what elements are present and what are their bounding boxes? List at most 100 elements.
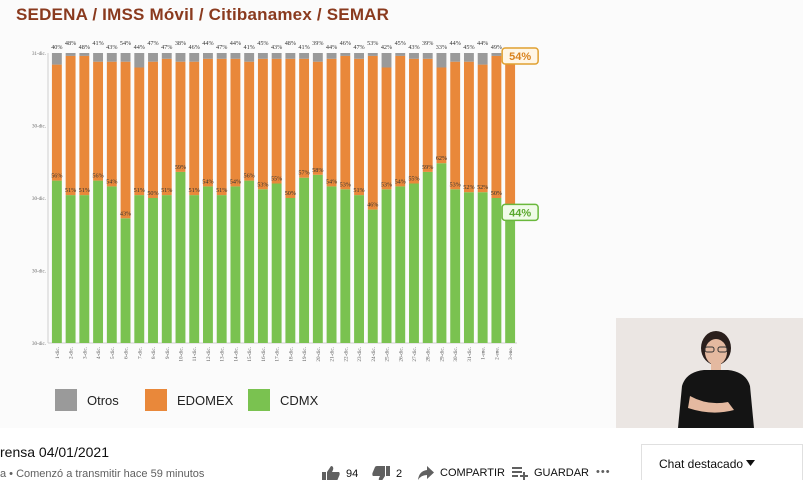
sign-language-interpreter-video — [616, 318, 803, 428]
x-tick-label: 2-dic. — [69, 347, 75, 359]
bar-cdmx — [326, 186, 337, 343]
more-icon: ••• — [596, 466, 611, 478]
x-tick-label: 1-dic. — [55, 347, 61, 359]
data-label-edomex: 41% — [243, 44, 254, 51]
save-button[interactable]: GUARDAR — [512, 466, 589, 480]
data-label-cdmx: 54% — [395, 178, 406, 185]
bar-cdmx — [381, 189, 392, 343]
bar-otros — [271, 53, 282, 59]
bar-otros — [436, 53, 447, 68]
bar-edomex — [134, 67, 145, 196]
x-tick-label: 22-dic. — [343, 347, 349, 362]
legend-label-cdmx: CDMX — [280, 392, 319, 408]
bar-edomex — [477, 64, 488, 193]
dislike-button[interactable]: 2 — [372, 466, 402, 480]
data-label-edomex: 43% — [271, 44, 282, 51]
data-label-cdmx: 50% — [285, 190, 296, 197]
bar-edomex — [409, 58, 419, 184]
bar-otros — [203, 53, 213, 59]
data-label-cdmx: 53% — [381, 181, 392, 188]
chat-mode-label: Chat destacado — [659, 457, 744, 471]
bar-otros — [189, 53, 200, 62]
data-label-edomex: 47% — [161, 44, 172, 51]
x-tick-label: 25-dic. — [385, 347, 391, 362]
bar-edomex — [422, 58, 433, 172]
like-button[interactable]: 94 — [322, 466, 358, 480]
bar-edomex — [51, 64, 62, 181]
data-label-edomex: 46% — [340, 40, 351, 47]
bar-edomex — [491, 55, 502, 199]
share-icon — [418, 466, 434, 480]
data-label-edomex: 48% — [79, 44, 90, 51]
x-tick-label: 20-dic. — [316, 347, 322, 362]
data-label-edomex: 39% — [312, 40, 323, 47]
data-label-cdmx: 55% — [271, 176, 282, 183]
bar-cdmx — [299, 177, 310, 343]
x-tick-label: 14-dic. — [233, 347, 239, 362]
data-label-cdmx: 54% — [106, 178, 117, 185]
bar-edomex — [271, 58, 282, 184]
x-tick-label: 17-dic. — [275, 347, 281, 362]
data-label-cdmx: 56% — [51, 173, 62, 180]
highlight-box-edomex — [501, 47, 539, 65]
x-tick-label: 18-dic. — [288, 347, 294, 362]
bar-edomex — [93, 61, 104, 181]
share-button[interactable]: COMPARTIR — [418, 466, 505, 480]
bar-cdmx — [106, 186, 117, 343]
bar-edomex — [230, 58, 241, 187]
bar-edomex — [450, 61, 461, 190]
bar-cdmx — [312, 174, 323, 343]
bar-cdmx — [367, 209, 378, 343]
bar-edomex — [463, 61, 474, 193]
data-label-cdmx: 52% — [477, 184, 488, 191]
x-tick-label: 30-dic. — [453, 347, 459, 362]
data-label-cdmx: 58% — [312, 167, 323, 174]
data-label-edomex: 45% — [463, 44, 474, 51]
y-tick-label: 30-dic. — [32, 270, 46, 275]
more-actions-button[interactable]: ••• — [596, 466, 611, 478]
bar-cdmx — [161, 195, 172, 343]
x-tick-label: 11-dic. — [192, 347, 198, 361]
bar-cdmx — [463, 192, 474, 343]
bar-cdmx — [175, 171, 186, 343]
data-label-edomex: 45% — [257, 40, 268, 47]
bar-otros — [463, 53, 474, 62]
bar-edomex — [244, 61, 255, 181]
chevron-down-icon[interactable] — [746, 460, 755, 466]
presentation-slide: SEDENA / IMSS Móvil / Citibanamex / SEMA… — [16, 5, 539, 411]
chat-panel[interactable]: Chat destacado — [641, 444, 803, 480]
bar-cdmx — [134, 195, 145, 343]
bar-otros — [51, 53, 62, 65]
x-tick-label: 3-ene. — [508, 347, 514, 360]
data-label-edomex: 47% — [216, 44, 227, 51]
x-tick-label: 12-dic. — [206, 347, 212, 362]
x-tick-label: 7-dic. — [137, 347, 143, 359]
data-label-cdmx: 55% — [408, 176, 419, 183]
data-label-edomex: 44% — [450, 40, 461, 47]
x-tick-label: 15-dic. — [247, 347, 253, 362]
data-label-edomex: 43% — [106, 44, 117, 51]
bar-otros — [422, 53, 433, 59]
legend-item-otros: Otros — [55, 389, 119, 411]
bar-cdmx — [285, 198, 296, 343]
data-label-cdmx: 43% — [120, 210, 131, 217]
data-label-edomex: 54% — [120, 40, 131, 47]
x-tick-label: 3-dic. — [82, 347, 88, 359]
bar-cdmx — [491, 198, 502, 343]
bar-otros — [120, 53, 131, 62]
bar-cdmx — [93, 180, 104, 343]
data-label-cdmx: 46% — [367, 202, 378, 209]
data-label-cdmx: 53% — [257, 181, 268, 188]
bar-edomex — [203, 58, 213, 187]
legend-item-cdmx: CDMX — [248, 389, 318, 411]
data-label-edomex: 48% — [285, 40, 296, 47]
data-label-edomex: 40% — [51, 44, 62, 51]
legend-item-edomex: EDOMEX — [145, 389, 233, 411]
bar-edomex — [148, 61, 158, 199]
data-label-cdmx: 56% — [243, 173, 254, 180]
bar-otros — [299, 53, 310, 59]
data-label-cdmx: 51% — [161, 187, 172, 194]
data-label-cdmx: 56% — [92, 173, 103, 180]
highlight-box-cdmx — [501, 203, 539, 222]
data-label-cdmx: 59% — [175, 164, 186, 171]
